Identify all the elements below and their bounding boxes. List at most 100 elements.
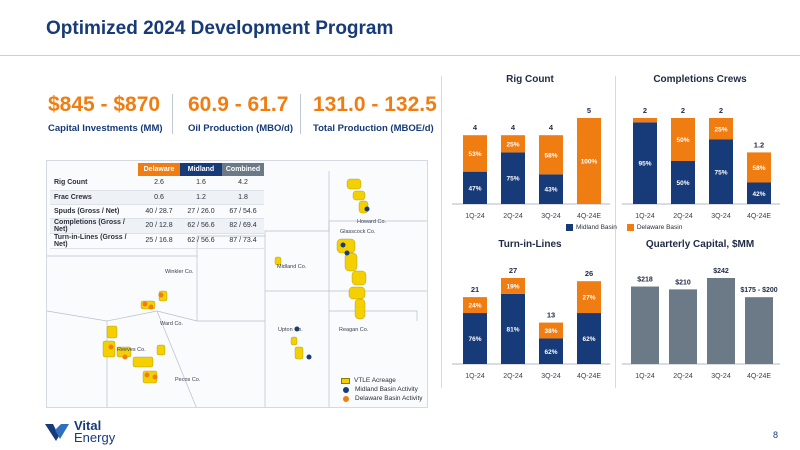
map-legend: VTLE Acreage Midland Basin Activity Dela… bbox=[341, 376, 423, 403]
bar-percent-label: 62% bbox=[582, 336, 595, 343]
bar-total-label: 2 bbox=[719, 106, 723, 115]
table-row: Frac Crews 0.6 1.2 1.8 bbox=[50, 190, 264, 205]
bar-percent-label: 25% bbox=[714, 126, 727, 133]
bar-total-label: 13 bbox=[547, 311, 555, 320]
chart-completions: 1Q-24 95% 2 2Q-24 50% 50% 2 3Q-24 75% 25% 2 4Q-24E 4… bbox=[622, 106, 780, 220]
cell: 62 / 56.6 bbox=[180, 233, 222, 249]
bar-value-label: $210 bbox=[675, 279, 691, 286]
page-number: 8 bbox=[772, 430, 778, 440]
bar-percent-label: 81% bbox=[506, 326, 519, 333]
bar-segment bbox=[671, 161, 695, 204]
x-tick-label: 2Q-24 bbox=[503, 213, 523, 220]
cell: 4.2 bbox=[222, 176, 264, 191]
acreage-midland bbox=[274, 178, 369, 360]
bar-total-label: 4 bbox=[511, 123, 516, 132]
bar-total-label: 27 bbox=[509, 266, 517, 275]
delaware-swatch bbox=[626, 224, 634, 231]
cell: 1.6 bbox=[180, 176, 222, 191]
row-label: Turn-in-Lines (Gross / Net) bbox=[50, 233, 138, 249]
bar bbox=[669, 289, 697, 364]
kpi-capital: $845 - $870 Capital Investments (MM) bbox=[48, 93, 163, 134]
bar-percent-label: 50% bbox=[676, 137, 689, 144]
bar-total-label: 2 bbox=[643, 106, 647, 115]
chart-title-completions: Completions Crews bbox=[653, 74, 747, 85]
bar-segment bbox=[633, 122, 657, 204]
kpi-total-label: Total Production (MBOE/d) bbox=[313, 123, 434, 134]
x-tick-label: 1Q-24 bbox=[635, 373, 655, 380]
chart-legend-midland: Midland Basin bbox=[576, 224, 617, 231]
company-logo: Vital Energy bbox=[44, 418, 116, 445]
bar-total-label: 1.2 bbox=[754, 140, 764, 149]
cell: 0.6 bbox=[138, 190, 180, 205]
bar-segment bbox=[709, 118, 733, 140]
kpi-oil-label: Oil Production (MBO/d) bbox=[188, 123, 294, 134]
x-tick-label: 1Q-24 bbox=[465, 373, 485, 380]
bar-percent-label: 47% bbox=[468, 185, 481, 192]
midland-dot-icon bbox=[343, 386, 349, 393]
cell: 67 / 54.6 bbox=[222, 204, 264, 219]
cell: 25 / 16.8 bbox=[138, 233, 180, 249]
chart-til: 1Q-24 76% 24% 21 2Q-24 81% 19% 27 3Q-24 62% 38% 13 4… bbox=[452, 266, 610, 380]
logo-text-line1: Vital bbox=[74, 418, 102, 433]
map-legend-acreage: VTLE Acreage bbox=[354, 377, 396, 384]
county-label-reagan: Reagan Co. bbox=[339, 327, 369, 333]
cell: 82 / 69.4 bbox=[222, 218, 264, 234]
x-tick-label: 4Q-24E bbox=[577, 213, 601, 220]
title-divider bbox=[0, 55, 800, 56]
bar-segment bbox=[671, 118, 695, 161]
table-row: Completions (Gross / Net) 20 / 12.8 62 /… bbox=[50, 218, 264, 234]
county-label-reeves: Reeves Co. bbox=[117, 347, 146, 353]
bar-segment bbox=[747, 152, 771, 183]
bar-segment bbox=[747, 182, 771, 204]
section-divider bbox=[441, 76, 442, 388]
cell: 2.6 bbox=[138, 176, 180, 191]
chart-title-til: Turn-in-Lines bbox=[498, 239, 562, 250]
county-labels: Howard Co. Glasscock Co. Midland Co. Win… bbox=[117, 219, 387, 383]
x-tick-label: 4Q-24E bbox=[577, 373, 601, 380]
table-row: Turn-in-Lines (Gross / Net) 25 / 16.8 62… bbox=[50, 233, 264, 249]
x-tick-label: 1Q-24 bbox=[465, 213, 485, 220]
acreage-swatch bbox=[341, 377, 350, 384]
table-row: Spuds (Gross / Net) 40 / 28.7 27 / 26.0 … bbox=[50, 204, 264, 219]
bar-total-label: 5 bbox=[587, 106, 591, 115]
midland-activity-markers bbox=[294, 206, 370, 360]
bar-percent-label: 19% bbox=[506, 283, 519, 290]
bar-segment bbox=[539, 338, 563, 364]
x-tick-label: 3Q-24 bbox=[711, 213, 731, 220]
bar-segment bbox=[463, 297, 487, 314]
bar-percent-label: 27% bbox=[582, 295, 595, 302]
section-divider bbox=[615, 76, 616, 388]
chart-title-capital: Quarterly Capital, $MM bbox=[645, 239, 755, 250]
bar-segment bbox=[539, 174, 563, 204]
bar-value-label: $175 - $200 bbox=[740, 287, 777, 294]
county-label-pecos: Pecos Co. bbox=[175, 377, 201, 383]
x-tick-label: 2Q-24 bbox=[673, 213, 693, 220]
bar-segment bbox=[577, 281, 601, 314]
bar bbox=[707, 278, 735, 364]
bar-percent-label: 24% bbox=[468, 303, 481, 310]
bar-percent-label: 76% bbox=[468, 336, 481, 343]
county-label-winkler: Winkler Co. bbox=[165, 269, 194, 275]
bar-segment bbox=[501, 293, 525, 364]
row-label: Frac Crews bbox=[50, 190, 138, 205]
cell: 62 / 56.6 bbox=[180, 218, 222, 234]
bar-percent-label: 42% bbox=[752, 191, 765, 198]
chart-rig-count: 1Q-24 47% 53% 4 2Q-24 75% 25% 4 3Q-24 43% 58% 4 4Q-2… bbox=[452, 106, 610, 220]
kpi-capital-value: $845 - $870 bbox=[48, 93, 161, 116]
logo-text-line2: Energy bbox=[74, 430, 116, 445]
x-tick-label: 4Q-24E bbox=[747, 213, 771, 220]
cell: 40 / 28.7 bbox=[138, 204, 180, 219]
row-label: Completions (Gross / Net) bbox=[50, 218, 138, 234]
bar-percent-label: 50% bbox=[676, 180, 689, 187]
table-row: Rig Count 2.6 1.6 4.2 bbox=[50, 176, 264, 191]
bar-percent-label: 58% bbox=[544, 152, 557, 159]
bar-percent-label: 43% bbox=[544, 187, 557, 194]
bar bbox=[745, 297, 773, 364]
bar-percent-label: 95% bbox=[638, 161, 651, 168]
table-corner bbox=[50, 163, 138, 176]
bar-total-label: 26 bbox=[585, 269, 593, 278]
bar-segment bbox=[463, 171, 487, 204]
x-tick-label: 2Q-24 bbox=[503, 373, 523, 380]
bar-total-label: 2 bbox=[681, 106, 685, 115]
kpi-capital-label: Capital Investments (MM) bbox=[48, 123, 163, 134]
